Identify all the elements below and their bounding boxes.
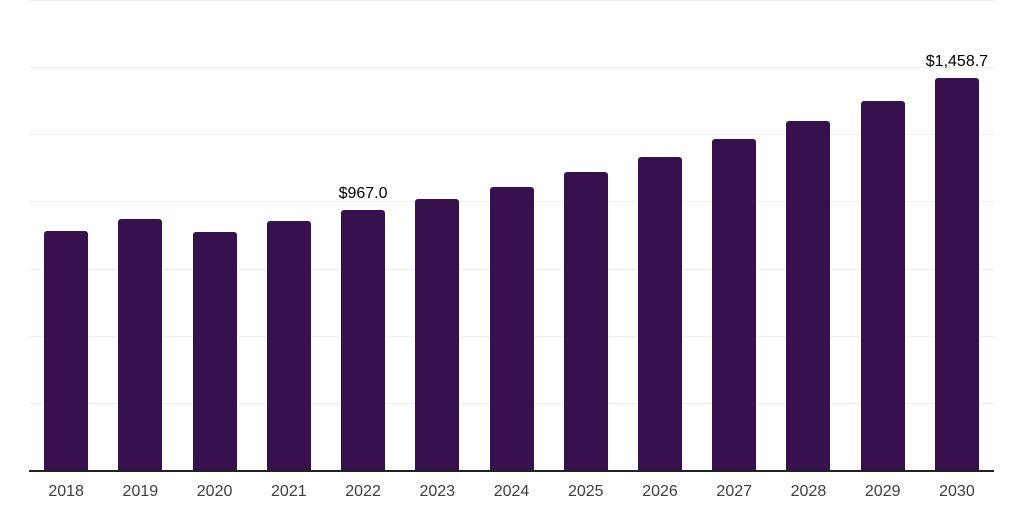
bar-2018	[44, 230, 89, 470]
band-2028	[771, 0, 845, 470]
bar-2028	[786, 121, 831, 470]
x-axis-tick-labels: 2018 2019 2020 2021 2022 2023 2024 2025 2026 2027…	[29, 483, 994, 501]
band-2030: $1,458.7	[920, 0, 994, 470]
x-tick-label-2027: 2027	[716, 483, 753, 500]
x-tick-label-2022: 2022	[345, 483, 381, 500]
band-2024	[474, 0, 548, 470]
bar-2022	[341, 210, 386, 470]
x-tick-label-2018: 2018	[48, 483, 84, 500]
band-2021	[252, 0, 326, 470]
gridline-1250	[29, 134, 994, 136]
band-2025	[549, 0, 623, 470]
data-label-2030: $1,458.7	[925, 53, 989, 71]
bar-2023	[415, 198, 460, 470]
x-tick-label-2030: 2030	[939, 483, 975, 500]
band-2022: $967.0	[326, 0, 400, 470]
bar-2020	[192, 231, 237, 470]
x-tick-label-2029: 2029	[864, 483, 901, 500]
x-tick-label-2028: 2028	[790, 483, 827, 500]
bar-series: $967.0 $1,458.7	[29, 0, 994, 470]
gridline-1750	[29, 0, 994, 1]
gridline-1500	[29, 67, 994, 69]
bar-2030	[934, 78, 979, 470]
x-axis-line	[29, 470, 994, 472]
x-tick-label-2026: 2026	[642, 483, 678, 500]
bar-2025	[563, 171, 608, 470]
band-2027	[697, 0, 771, 470]
band-2023	[400, 0, 474, 470]
x-tick-label-2024: 2024	[493, 483, 530, 500]
bar-2024	[489, 186, 534, 470]
bar-2027	[712, 139, 757, 470]
bar-2019	[118, 219, 163, 470]
data-label-2022: $967.0	[338, 185, 388, 203]
band-2026	[623, 0, 697, 470]
x-tick-label-2023: 2023	[419, 483, 456, 500]
bar-2029	[860, 101, 905, 470]
band-2019	[103, 0, 177, 470]
x-tick-label-2020: 2020	[196, 483, 233, 500]
band-2018	[29, 0, 103, 470]
band-2029	[846, 0, 920, 470]
bar-2021	[266, 221, 311, 470]
band-2020	[177, 0, 251, 470]
x-tick-label-2025: 2025	[567, 483, 604, 500]
x-tick-label-2021: 2021	[271, 483, 307, 500]
x-tick-label-2019: 2019	[122, 483, 159, 500]
bar-2026	[637, 156, 682, 470]
plot-area: $967.0 $1,458.7	[29, 0, 994, 470]
